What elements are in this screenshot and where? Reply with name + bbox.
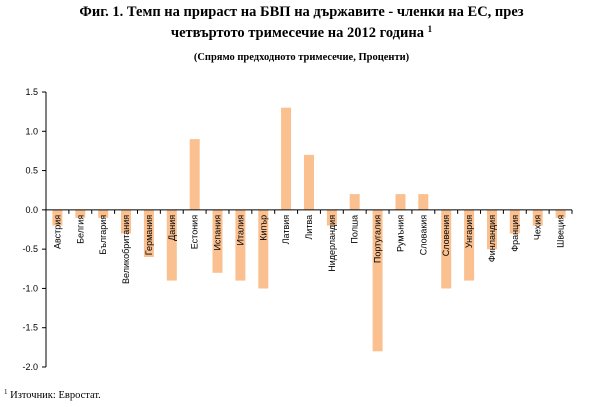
x-tick-label-15: Румъния: [396, 215, 406, 252]
x-tick-label-3: Великобритания: [121, 215, 131, 284]
chart-subtitle: (Спрямо предходното тримесечие, Проценти…: [193, 52, 410, 63]
x-tick-label-11: Литва: [304, 215, 314, 240]
y-tick-label-4: -0.5: [22, 244, 38, 254]
y-tick-label-0: 1.5: [25, 87, 38, 97]
title-footnote-mark: 1: [427, 24, 433, 34]
y-tick-label-2: 0.5: [25, 166, 38, 176]
x-tick-label-18: Унгария: [464, 215, 474, 248]
bar-13: [349, 194, 360, 210]
bar-17: [441, 209, 452, 289]
x-tick-label-12: Нидерландия: [327, 215, 337, 272]
y-tick-label-6: -1.5: [22, 323, 38, 333]
bar-10: [281, 107, 292, 210]
x-tick-label-8: Италия: [235, 215, 245, 246]
x-tick-label-1: Белгия: [75, 215, 85, 244]
title-line-1: Фиг. 1. Темп на прираст на БВП на държав…: [79, 4, 524, 20]
title-line-2: четвъртото тримесечие на 2012 година 1: [0, 21, 603, 42]
x-tick-label-7: Испания: [213, 215, 223, 251]
x-tick-label-4: Германия: [144, 215, 154, 255]
bar-22: [555, 209, 566, 218]
x-tick-label-5: Дания: [167, 215, 177, 241]
bar-20: [509, 209, 520, 234]
x-tick-label-17: Словения: [441, 215, 451, 257]
y-tick-label-3: 0.0: [25, 205, 38, 215]
bar-11: [304, 154, 314, 210]
bar-5: [166, 209, 177, 281]
bar-8: [235, 209, 246, 281]
bar-12: [326, 209, 337, 226]
bar-15: [395, 194, 406, 210]
bar-2: [98, 209, 109, 218]
footnote: 1 Източник: Евростат.: [4, 388, 101, 401]
x-tick-label-19: Финландия: [487, 215, 497, 262]
bar-21: [532, 209, 543, 226]
x-tick-label-9: Кипър: [258, 215, 268, 241]
bar-1: [75, 209, 86, 218]
bar-0: [52, 209, 63, 226]
x-tick-label-2: България: [98, 215, 108, 255]
bar-7: [212, 209, 223, 273]
bar-3: [121, 209, 131, 234]
x-tick-label-14: Португалия: [373, 215, 383, 263]
x-tick-label-10: Латвия: [281, 215, 291, 245]
footnote-mark: 1: [4, 388, 8, 396]
y-tick-label-1: 1.0: [25, 126, 38, 136]
bar-4: [143, 209, 154, 257]
x-tick-label-22: Швеция: [556, 215, 566, 248]
x-tick-label-13: Полша: [350, 215, 360, 244]
chart-title: Фиг. 1. Темп на прираст на БВП на държав…: [0, 4, 603, 42]
bar-9: [258, 209, 269, 289]
x-tick-label-20: Франция: [510, 215, 520, 252]
footnote-text: Източник: Евростат.: [7, 390, 101, 401]
x-tick-label-21: Чехия: [533, 215, 543, 240]
bar-6: [189, 139, 200, 210]
bar-16: [418, 194, 429, 210]
bar-14: [372, 209, 383, 352]
x-tick-label-6: Естония: [190, 215, 200, 249]
bar-18: [464, 209, 475, 281]
bar-19: [487, 209, 497, 250]
x-tick-label-16: Словакия: [418, 215, 428, 256]
title-line-2-text: четвъртото тримесечие на 2012 година: [170, 25, 424, 41]
y-tick-label-5: -1.0: [22, 283, 38, 293]
x-tick-label-0: Австрия: [52, 215, 62, 249]
y-tick-label-7: -2.0: [22, 362, 38, 372]
